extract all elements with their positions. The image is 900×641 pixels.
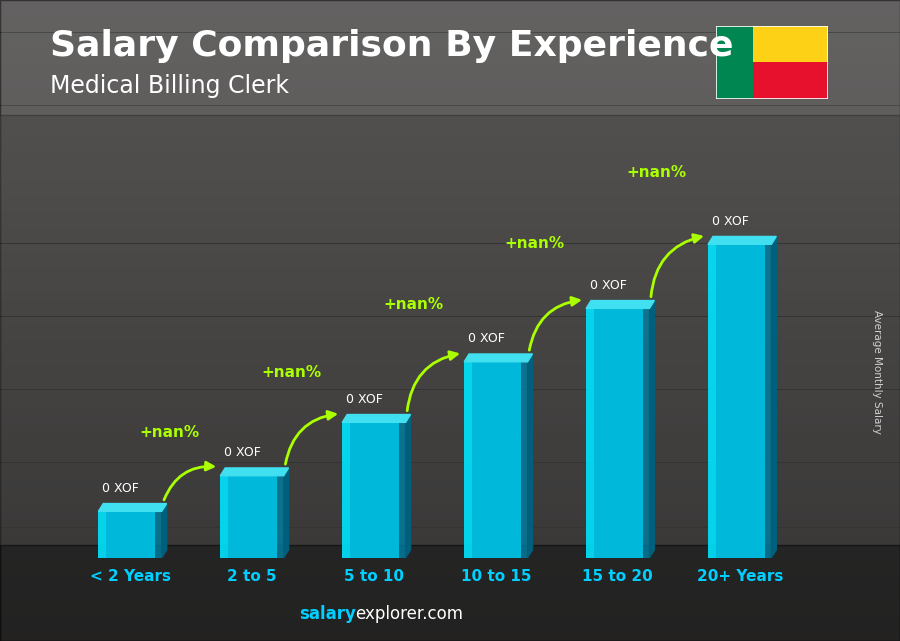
Bar bbox=[464, 362, 472, 558]
Bar bbox=[0, 625, 900, 633]
Bar bbox=[0, 446, 900, 454]
Bar bbox=[0, 609, 900, 617]
Bar bbox=[156, 512, 162, 558]
Bar bbox=[0, 179, 900, 187]
FancyBboxPatch shape bbox=[0, 0, 900, 115]
Bar bbox=[0, 495, 900, 503]
Bar bbox=[0, 544, 900, 552]
Polygon shape bbox=[406, 415, 410, 558]
Bar bbox=[0, 397, 900, 406]
Bar bbox=[0, 122, 900, 130]
Polygon shape bbox=[464, 354, 533, 362]
Text: +nan%: +nan% bbox=[139, 425, 199, 440]
Bar bbox=[0, 195, 900, 203]
Bar bbox=[0, 171, 900, 178]
Bar bbox=[0, 138, 900, 146]
Polygon shape bbox=[771, 237, 777, 558]
Bar bbox=[0, 463, 900, 470]
Bar bbox=[0, 73, 900, 81]
Text: explorer.com: explorer.com bbox=[356, 605, 464, 623]
Bar bbox=[0, 89, 900, 97]
Bar bbox=[106, 512, 156, 558]
Text: +nan%: +nan% bbox=[382, 297, 443, 312]
Text: Average Monthly Salary: Average Monthly Salary bbox=[872, 310, 883, 434]
Bar bbox=[0, 503, 900, 511]
Bar bbox=[0, 106, 900, 113]
Bar bbox=[0, 414, 900, 422]
Bar bbox=[0, 422, 900, 430]
Bar bbox=[0, 454, 900, 463]
Text: +nan%: +nan% bbox=[626, 165, 687, 180]
Bar bbox=[0, 512, 900, 519]
Polygon shape bbox=[708, 237, 777, 244]
Bar bbox=[753, 26, 828, 62]
Text: 0 XOF: 0 XOF bbox=[468, 332, 505, 345]
Text: 0 XOF: 0 XOF bbox=[102, 481, 139, 495]
Bar bbox=[0, 592, 900, 601]
Bar bbox=[0, 357, 900, 365]
Bar bbox=[0, 519, 900, 528]
Bar bbox=[220, 476, 228, 558]
Bar bbox=[0, 235, 900, 244]
Bar bbox=[0, 49, 900, 57]
Bar bbox=[0, 349, 900, 357]
Bar bbox=[0, 406, 900, 414]
Polygon shape bbox=[284, 468, 289, 558]
Bar bbox=[0, 373, 900, 381]
Text: Salary Comparison By Experience: Salary Comparison By Experience bbox=[50, 29, 733, 63]
Bar bbox=[0, 552, 900, 560]
Bar bbox=[400, 422, 406, 558]
Polygon shape bbox=[98, 504, 166, 512]
Bar bbox=[0, 308, 900, 317]
Bar bbox=[716, 244, 765, 558]
Bar bbox=[0, 154, 900, 162]
Bar bbox=[0, 260, 900, 268]
Text: +nan%: +nan% bbox=[261, 365, 321, 379]
Polygon shape bbox=[527, 354, 533, 558]
Bar bbox=[0, 528, 900, 535]
Polygon shape bbox=[342, 415, 410, 422]
Bar bbox=[0, 601, 900, 608]
Bar bbox=[716, 26, 753, 99]
Text: 0 XOF: 0 XOF bbox=[712, 215, 749, 228]
Bar bbox=[0, 292, 900, 300]
Bar bbox=[0, 97, 900, 106]
Bar bbox=[521, 362, 527, 558]
Bar bbox=[0, 40, 900, 49]
Bar bbox=[0, 333, 900, 341]
Bar bbox=[0, 438, 900, 446]
Text: +nan%: +nan% bbox=[505, 237, 565, 251]
Bar bbox=[586, 308, 594, 558]
Bar bbox=[0, 317, 900, 324]
Bar bbox=[0, 228, 900, 235]
Bar bbox=[0, 487, 900, 495]
Bar bbox=[0, 470, 900, 479]
Bar bbox=[0, 479, 900, 487]
Bar bbox=[0, 8, 900, 16]
Bar bbox=[0, 33, 900, 40]
Bar bbox=[342, 422, 350, 558]
Bar bbox=[0, 113, 900, 122]
Bar bbox=[0, 576, 900, 584]
Bar bbox=[0, 81, 900, 89]
Text: salary: salary bbox=[299, 605, 356, 623]
Polygon shape bbox=[650, 301, 654, 558]
Bar bbox=[0, 568, 900, 576]
Bar bbox=[0, 276, 900, 284]
Bar bbox=[765, 244, 771, 558]
Bar bbox=[0, 365, 900, 373]
Text: 0 XOF: 0 XOF bbox=[590, 279, 626, 292]
Bar bbox=[644, 308, 650, 558]
Bar bbox=[0, 130, 900, 138]
Bar bbox=[708, 244, 716, 558]
Bar bbox=[0, 146, 900, 154]
Polygon shape bbox=[586, 301, 654, 308]
Bar bbox=[0, 211, 900, 219]
Bar bbox=[0, 633, 900, 641]
Text: 0 XOF: 0 XOF bbox=[346, 392, 382, 406]
Bar bbox=[0, 162, 900, 171]
Bar bbox=[0, 0, 900, 8]
Bar bbox=[0, 24, 900, 33]
Text: 0 XOF: 0 XOF bbox=[224, 446, 261, 459]
